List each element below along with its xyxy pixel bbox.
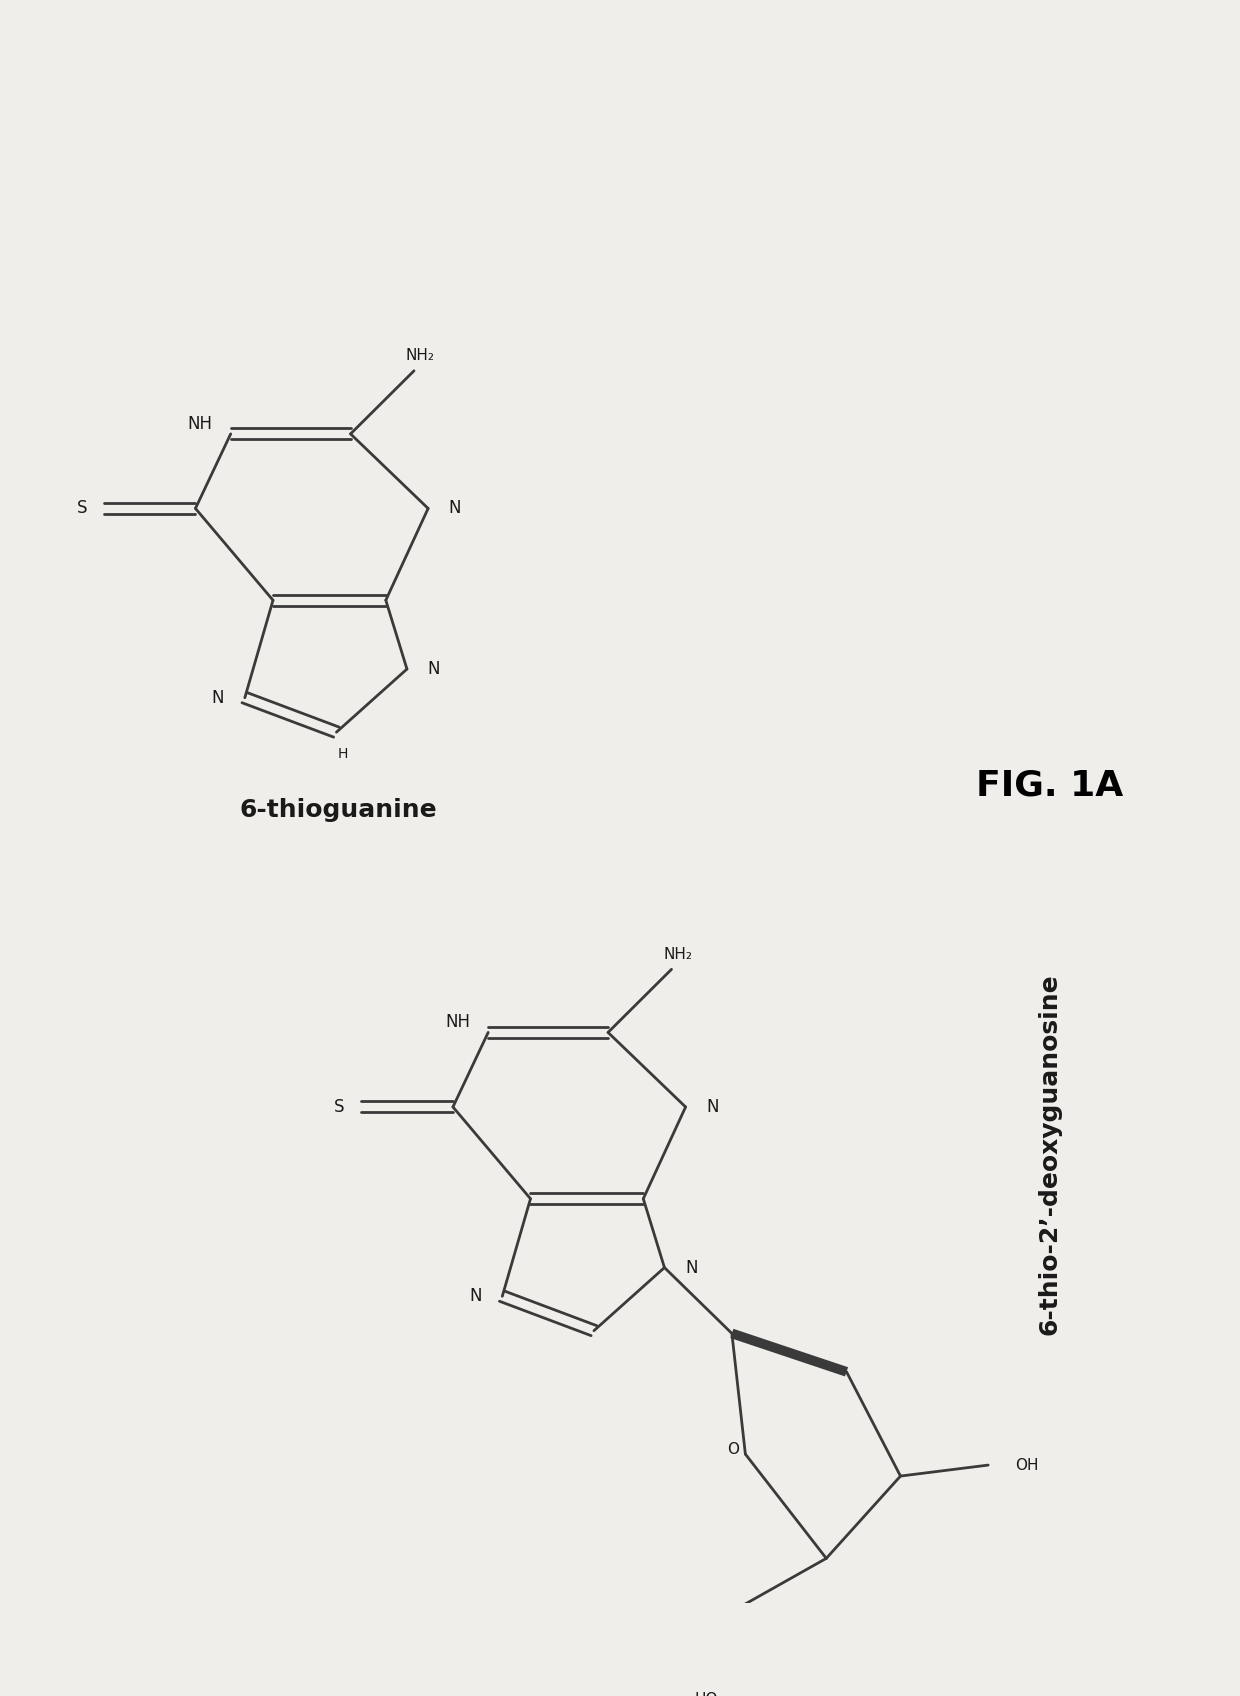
Text: S: S [77, 499, 87, 517]
Text: 6-thio-2’-deoxyguanosine: 6-thio-2’-deoxyguanosine [1037, 974, 1061, 1335]
Text: NH: NH [187, 416, 212, 432]
Text: N: N [469, 1287, 481, 1306]
Text: NH₂: NH₂ [663, 946, 692, 962]
Text: S: S [334, 1097, 345, 1116]
Text: HO: HO [694, 1691, 718, 1696]
Text: NH: NH [445, 1014, 470, 1031]
Text: H: H [337, 748, 347, 762]
Text: 6-thioguanine: 6-thioguanine [239, 797, 436, 823]
Text: N: N [212, 689, 224, 707]
Text: O: O [727, 1442, 739, 1457]
Text: NH₂: NH₂ [405, 348, 435, 363]
Text: OH: OH [1016, 1457, 1039, 1472]
Text: N: N [686, 1258, 698, 1277]
Text: N: N [449, 499, 461, 517]
Text: N: N [707, 1097, 719, 1116]
Text: FIG. 1A: FIG. 1A [976, 768, 1122, 802]
Text: N: N [428, 660, 440, 678]
